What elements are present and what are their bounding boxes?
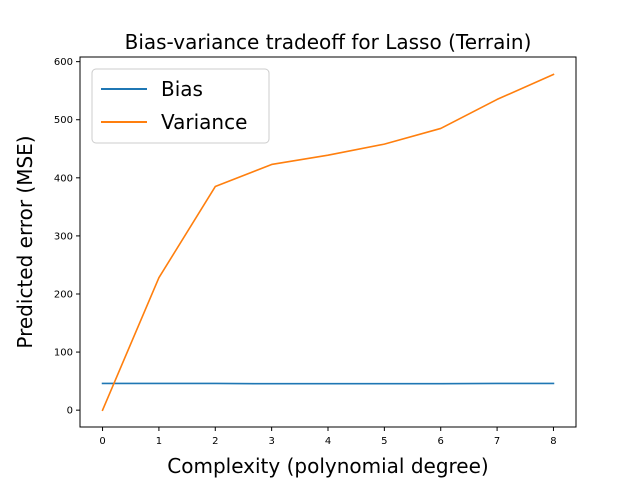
y-tick-label: 0 xyxy=(67,406,73,417)
y-axis-label: Predicted error (MSE) xyxy=(13,135,37,348)
x-tick-label: 3 xyxy=(268,436,274,447)
legend-label-bias: Bias xyxy=(161,77,203,101)
x-tick-label: 7 xyxy=(494,436,500,447)
y-tick-label: 100 xyxy=(54,348,73,359)
series-line-variance xyxy=(101,73,555,412)
x-tick-label: 2 xyxy=(212,436,218,447)
y-tick-label: 300 xyxy=(54,231,73,242)
y-tick-label: 600 xyxy=(54,57,73,68)
x-tick-label: 0 xyxy=(99,436,105,447)
legend: Bias Variance xyxy=(91,68,270,144)
y-tick-label: 500 xyxy=(54,115,73,126)
x-tick-label: 5 xyxy=(381,436,387,447)
x-tick-label: 4 xyxy=(325,436,331,447)
x-axis-label: Complexity (polynomial degree) xyxy=(167,454,488,478)
y-axis-ticks: 0 100 200 300 400 500 600 xyxy=(54,57,80,417)
chart-title: Bias-variance tradeoff for Lasso (Terrai… xyxy=(125,30,532,54)
y-tick-label: 200 xyxy=(54,289,73,300)
x-tick-label: 6 xyxy=(438,436,444,447)
x-axis-ticks: 0 1 2 3 4 5 6 7 8 xyxy=(99,427,557,447)
y-tick-label: 400 xyxy=(54,173,73,184)
x-tick-label: 1 xyxy=(156,436,162,447)
x-tick-label: 8 xyxy=(550,436,556,447)
series-layer xyxy=(101,73,555,412)
legend-label-variance: Variance xyxy=(161,110,247,134)
legend-box xyxy=(91,68,270,144)
